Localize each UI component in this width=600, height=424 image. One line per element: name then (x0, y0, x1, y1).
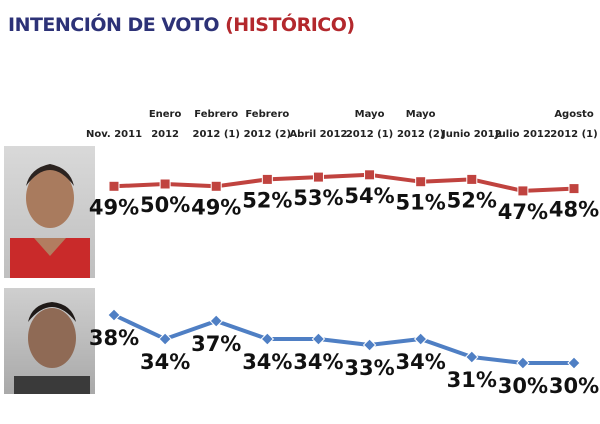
candidate-photo-bottom (4, 288, 95, 394)
data-label: 34% (396, 350, 446, 374)
data-label: 34% (242, 350, 292, 374)
data-label: 33% (344, 356, 394, 380)
data-point (466, 173, 478, 185)
period-label: Enero (149, 109, 182, 120)
period-label: Agosto (554, 109, 594, 120)
data-point (516, 356, 530, 370)
data-point (362, 338, 377, 352)
data-label: 49% (191, 195, 241, 219)
data-label: 31% (447, 368, 497, 392)
data-label: 52% (447, 188, 497, 212)
data-label: 47% (498, 200, 548, 224)
data-point (568, 183, 580, 195)
data-point (261, 173, 273, 185)
period-label: Abril 2012 (289, 129, 347, 140)
data-point (107, 308, 121, 322)
data-point (465, 350, 479, 364)
data-label: 34% (140, 350, 190, 374)
data-point (311, 332, 326, 346)
data-point (364, 169, 376, 181)
period-label: Junio 2012 (441, 129, 502, 140)
period-label: 2012 (1) (346, 129, 393, 140)
period-label: 2012 (2) (397, 129, 444, 140)
data-point (260, 332, 275, 346)
data-point (415, 176, 427, 188)
period-label: 2012 (151, 129, 179, 140)
data-label: 52% (242, 188, 292, 212)
title-accent: (HISTÓRICO) (225, 14, 355, 36)
data-label: 48% (549, 198, 599, 222)
data-label: 37% (191, 332, 241, 356)
period-label: 2012 (1) (550, 129, 597, 140)
period-label: Febrero (245, 109, 289, 120)
data-point (517, 185, 529, 197)
data-label: 38% (89, 326, 139, 350)
data-point (567, 356, 581, 370)
data-label: 53% (293, 186, 343, 210)
data-label: 49% (89, 195, 139, 219)
chart-title: INTENCIÓN DE VOTO (HISTÓRICO) (8, 14, 355, 36)
candidate-photo-top (4, 146, 95, 278)
period-label: Febrero (194, 109, 238, 120)
data-label: 30% (549, 374, 599, 398)
period-label: Nov. 2011 (86, 129, 142, 140)
data-label: 50% (140, 193, 190, 217)
data-point (209, 314, 223, 328)
data-point (159, 178, 171, 190)
title-main: INTENCIÓN DE VOTO (8, 14, 220, 36)
period-label: 2012 (2) (244, 129, 291, 140)
data-point (413, 332, 428, 346)
period-label: 2012 (1) (193, 129, 240, 140)
data-label: 54% (344, 184, 394, 208)
period-label: Julio 2012 (494, 129, 551, 140)
data-point (312, 171, 324, 183)
period-label: Mayo (355, 109, 385, 120)
candidate-portrait-blue-icon (14, 302, 90, 394)
data-label: 34% (293, 350, 343, 374)
data-label: 51% (396, 191, 446, 215)
candidate-portrait-red-icon (10, 164, 90, 278)
data-label: 30% (498, 374, 548, 398)
period-label: Mayo (406, 109, 436, 120)
data-point (108, 180, 120, 192)
series-line (113, 313, 574, 365)
data-point (210, 180, 222, 192)
data-point (158, 332, 172, 346)
series-line (113, 172, 575, 193)
